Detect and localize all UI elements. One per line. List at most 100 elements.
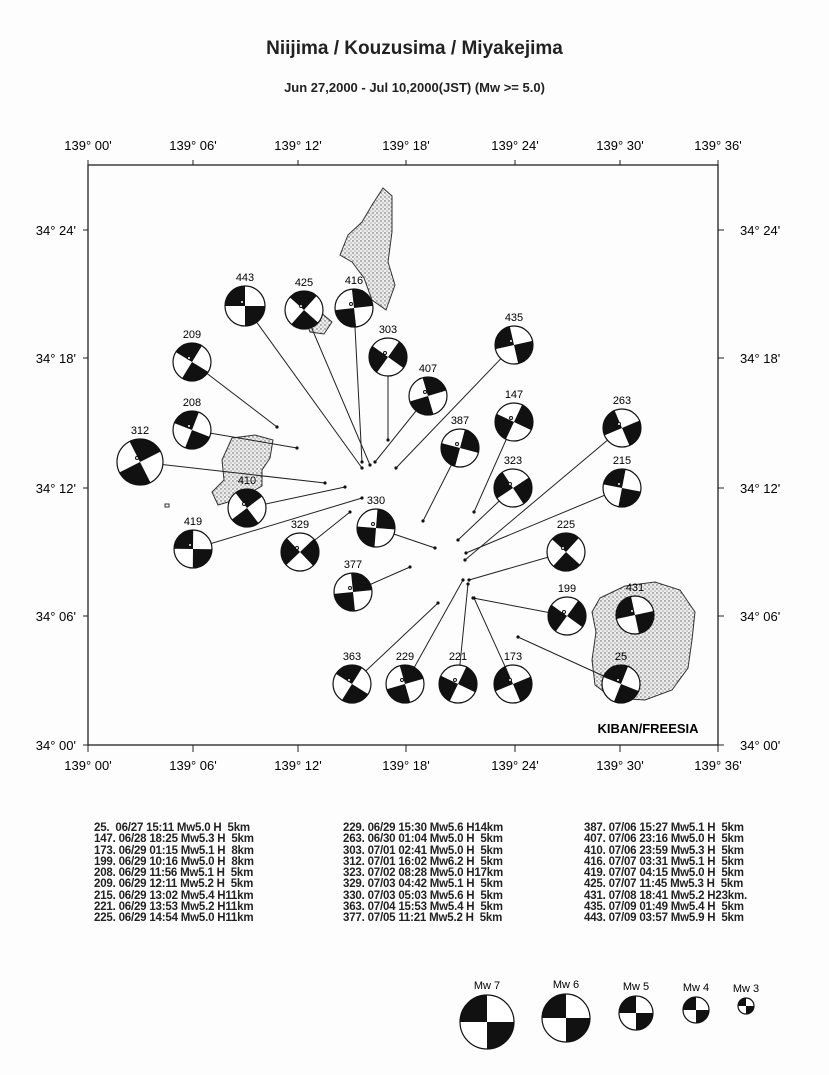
event-list-item: 323. 07/02 08:28 Mw5.0 H17km [343, 867, 503, 880]
focal-mechanism-221: 221 [438, 582, 478, 704]
beachball-compression-quadrant [548, 604, 567, 632]
focal-mechanism-208: 208 [172, 397, 299, 450]
epicenter-dot [464, 551, 468, 555]
beachball-compression-quadrant [280, 538, 300, 566]
p-axis-dot [455, 442, 459, 446]
beachball-compression-quadrant [119, 462, 151, 485]
epicenter-leader-line [353, 307, 363, 463]
event-list-item: 303. 07/01 02:41 Mw5.0 H 5km [343, 844, 503, 857]
beachball-compression-quadrant [495, 413, 514, 440]
beachball-compression-quadrant [635, 611, 654, 634]
epicenter-leader-line [464, 427, 623, 561]
islet [164, 503, 170, 508]
p-axis-dot [349, 302, 353, 306]
event-list-item: 229. 06/29 15:30 Mw5.6 H14km [343, 822, 503, 834]
beachball-compression-quadrant [231, 508, 259, 527]
p-axis-dot [187, 356, 191, 360]
epicenter-leader-line [404, 579, 464, 685]
beachball-compression-quadrant [567, 600, 586, 628]
event-id-label: 407 [419, 363, 437, 375]
epicenter-dot [368, 463, 372, 467]
focal-mechanism-147: 147 [472, 389, 534, 514]
p-axis-dot [347, 678, 351, 682]
credit-label: KIBAN/FREESIA [597, 721, 699, 736]
epicenter-dot [323, 481, 327, 485]
event-id-label: 425 [295, 277, 313, 289]
legend-compression-quadrants [542, 994, 590, 1042]
epicenter-dot [516, 635, 520, 639]
map-frame [87, 164, 719, 746]
event-id-label: 221 [449, 651, 467, 663]
beachball-compression-quadrant [335, 308, 357, 327]
event-list-item: 147. 06/28 18:25 Mw5.3 H 5km [94, 833, 254, 846]
event-list-item: 435. 07/09 01:49 Mw5.4 H 5km [584, 901, 744, 914]
legend-item: Mw 6 [541, 979, 591, 1043]
event-list-item: 312. 07/01 16:02 Mw6.2 H 5km [343, 855, 503, 868]
event-list-item: 215. 06/29 13:02 Mw5.4 H11km [94, 889, 254, 902]
beachball-compression-quadrant [386, 684, 411, 704]
epicenter-dot [386, 438, 390, 442]
beachball-compression-quadrant [335, 665, 363, 684]
epicenter-dot [421, 519, 425, 523]
focal-mechanism-410: 410 [227, 475, 347, 528]
event-id-label: 416 [345, 275, 363, 287]
event-list-item: 407. 07/06 23:16 Mw5.0 H 5km [584, 833, 744, 846]
epicenter-dot [433, 546, 437, 550]
focal-mechanism-330: 330 [356, 495, 437, 550]
beachball-compression-quadrant [618, 488, 641, 507]
legend-item: Mw 4 [682, 982, 710, 1024]
event-list-item: 363. 07/04 15:53 Mw5.4 H 5km [343, 901, 503, 914]
focal-mechanism-377: 377 [333, 559, 412, 612]
beachball-compression-quadrant [369, 345, 388, 373]
focal-mechanism-209: 209 [172, 329, 279, 429]
lon-label-bottom: 139° 30' [596, 758, 643, 773]
beachball-compression-quadrant [422, 377, 447, 396]
event-id-label: 25 [615, 651, 627, 663]
beachball-compression-quadrant [225, 286, 245, 306]
p-axis-dot [400, 678, 404, 682]
event-list-column-2: 229. 06/29 15:30 Mw5.6 H14km 263. 06/30 0… [343, 822, 503, 925]
epicenter-dot [275, 425, 279, 429]
epicenter-leader-line [244, 305, 363, 469]
epicenter-leader-line [351, 602, 439, 685]
epicenter-leader-line [395, 344, 515, 469]
niijima-island [339, 187, 396, 311]
epicenter-dot [360, 460, 364, 464]
lat-label-right: 34° 24' [740, 223, 780, 238]
beachball-compression-quadrant [409, 396, 434, 416]
lon-label-top: 139° 00' [64, 138, 111, 153]
beachball-compression-quadrant [613, 684, 639, 704]
focal-mechanism-363: 363 [332, 601, 440, 704]
p-axis-dot [508, 482, 512, 486]
focal-mechanism-263: 263 [463, 395, 642, 562]
event-list-item: 410. 07/06 23:59 Mw5.3 H 5km [584, 844, 744, 857]
p-axis-dot [188, 543, 192, 547]
focal-mechanism-416: 416 [334, 275, 374, 464]
legend-label: Mw 4 [683, 982, 709, 994]
beachball-compression-quadrant [192, 549, 212, 568]
beachball-compression-quadrant [514, 340, 533, 364]
legend-compression-quadrants [738, 998, 754, 1014]
lon-label-bottom: 139° 24' [491, 758, 538, 773]
event-id-label: 377 [344, 559, 362, 571]
epicenter-dot [360, 466, 364, 470]
event-id-label: 147 [505, 389, 523, 401]
lon-label-bottom: 139° 18' [382, 758, 429, 773]
focal-mechanism-312: 312 [116, 425, 327, 486]
beachball-compression-quadrant [175, 342, 202, 362]
focal-mechanism-323: 323 [456, 455, 533, 542]
event-id-label: 208 [183, 397, 201, 409]
epicenter-dot [472, 596, 476, 600]
beachball-compression-quadrant [185, 430, 210, 450]
lon-label-top: 139° 06' [169, 138, 216, 153]
beachball-compression-quadrant [300, 538, 320, 566]
event-list-item: 208. 06/29 11:56 Mw5.1 H 5km [94, 867, 254, 880]
p-axis-dot [295, 546, 299, 550]
event-id-label: 312 [131, 425, 149, 437]
epicenter-dot [408, 565, 412, 569]
focal-mechanism-329: 329 [280, 510, 352, 572]
beachball-compression-quadrant [341, 684, 369, 703]
legend-label: Mw 3 [733, 983, 759, 995]
event-list-column-1: 25. 06/27 15:11 Mw5.0 H 5km 147. 06/28 18… [94, 822, 254, 925]
